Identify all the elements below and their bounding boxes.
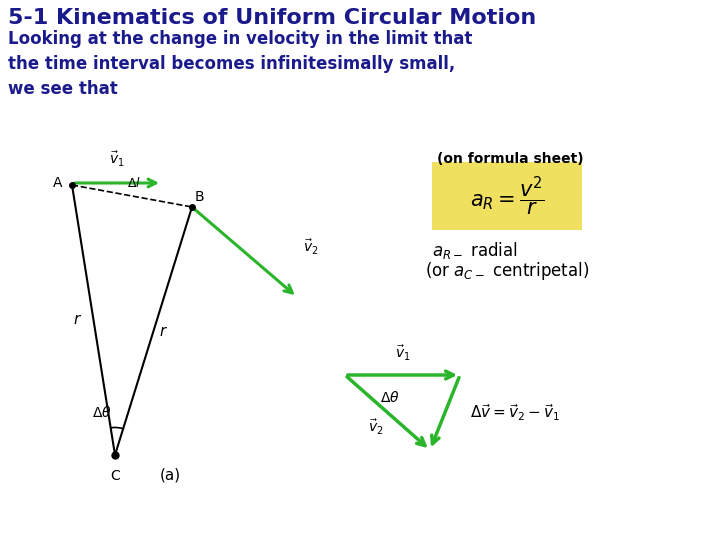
Text: $a_{R-}$ radial: $a_{R-}$ radial (432, 240, 518, 261)
Text: r: r (160, 323, 166, 339)
Text: $\vec{v}_2$: $\vec{v}_2$ (303, 238, 318, 256)
Text: B: B (195, 190, 204, 204)
Text: $\vec{v}_1$: $\vec{v}_1$ (395, 344, 410, 363)
Text: (on formula sheet): (on formula sheet) (437, 152, 583, 166)
Text: A: A (53, 176, 62, 190)
Text: C: C (110, 469, 120, 483)
Text: $\Delta\theta$: $\Delta\theta$ (92, 405, 112, 420)
Text: $\vec{v}_1$: $\vec{v}_1$ (109, 150, 125, 169)
Text: 5-1 Kinematics of Uniform Circular Motion: 5-1 Kinematics of Uniform Circular Motio… (8, 8, 536, 28)
Text: r: r (73, 313, 79, 327)
Text: $\Delta\vec{v} = \vec{v}_2 - \vec{v}_1$: $\Delta\vec{v} = \vec{v}_2 - \vec{v}_1$ (470, 402, 560, 423)
FancyBboxPatch shape (432, 162, 582, 230)
Text: (or $a_{C-}$ centripetal): (or $a_{C-}$ centripetal) (425, 260, 589, 282)
Text: Looking at the change in velocity in the limit that
the time interval becomes in: Looking at the change in velocity in the… (8, 30, 472, 98)
Text: (a): (a) (159, 468, 181, 483)
Text: $\Delta l$: $\Delta l$ (127, 176, 141, 190)
Text: $\vec{v}_2$: $\vec{v}_2$ (368, 417, 383, 436)
Text: $\Delta\theta$: $\Delta\theta$ (380, 390, 400, 405)
Text: $a_R = \dfrac{v^2}{r}$: $a_R = \dfrac{v^2}{r}$ (469, 174, 544, 218)
